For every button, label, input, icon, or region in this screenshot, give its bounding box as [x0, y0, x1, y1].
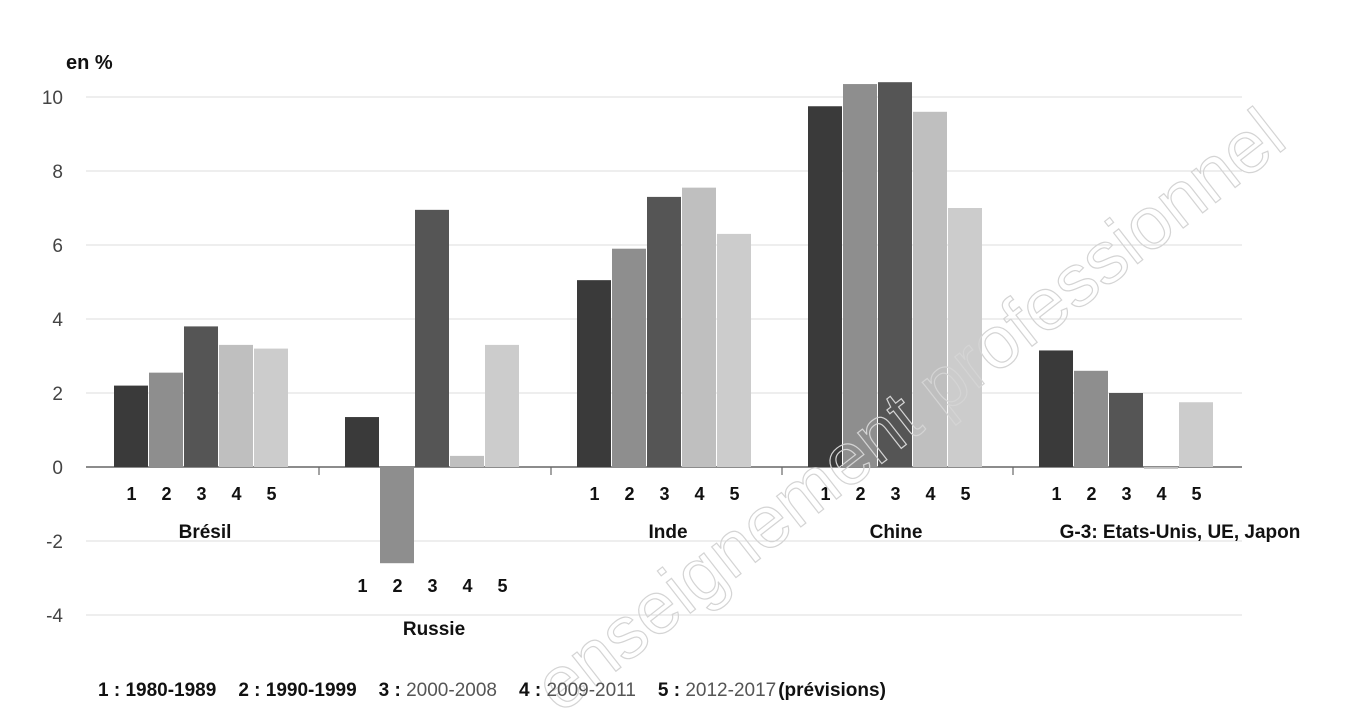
bar-2	[149, 372, 183, 467]
y-tick-label: 0	[52, 458, 63, 479]
bar-index-label: 5	[1191, 484, 1201, 504]
bar-2	[843, 84, 877, 468]
bar-5	[485, 344, 519, 467]
legend-years: 2000-2008	[406, 680, 497, 701]
bar-index-label: 3	[890, 484, 900, 504]
bars	[114, 82, 1213, 564]
bar-4	[682, 187, 716, 467]
bar-4	[913, 111, 947, 468]
bar-index-label: 1	[126, 484, 136, 504]
bar-index-label: 5	[497, 576, 507, 596]
bar-5	[1179, 402, 1213, 467]
y-tick-label: 8	[52, 162, 63, 183]
legend-years: 1990-1999	[265, 680, 357, 701]
legend-years: 2009-2011	[546, 680, 636, 701]
bar-4	[450, 455, 484, 467]
bar-index-label: 4	[462, 576, 472, 596]
bar-1	[577, 280, 611, 467]
bar-2	[1074, 370, 1108, 467]
bar-index-label: 1	[357, 576, 367, 596]
legend-index: 3 :	[378, 680, 407, 701]
legend-item: 2 : 1990-1999	[238, 680, 356, 702]
bar-4	[1144, 467, 1178, 469]
bar-1	[114, 385, 148, 467]
legend-index: 4 :	[518, 680, 547, 701]
bar-3	[1109, 393, 1143, 467]
bar-index-label: 5	[729, 484, 739, 504]
bar-index-label: 2	[855, 484, 865, 504]
legend-item: 3 : 2000-2008	[379, 680, 497, 702]
group-label: Chine	[870, 522, 923, 543]
bar-index-label: 4	[694, 484, 704, 504]
bar-5	[717, 233, 751, 467]
bar-index-label: 1	[589, 484, 599, 504]
legend-item: 5 : 2012-2017 (prévisions)	[658, 680, 886, 702]
bar-2	[380, 467, 414, 564]
group-label: Inde	[648, 522, 687, 543]
bar-index-label: 4	[925, 484, 935, 504]
legend-years: 1980-1989	[125, 680, 217, 701]
group-label: Russie	[403, 619, 465, 640]
group-label: G-3: Etats-Unis, UE, Japon	[1060, 522, 1301, 543]
bar-1	[808, 106, 842, 467]
bar-index-label: 2	[161, 484, 171, 504]
y-tick-label: 10	[42, 88, 63, 109]
bar-3	[184, 326, 218, 467]
y-axis-unit-label: en %	[66, 52, 113, 74]
bar-1	[1039, 350, 1073, 467]
legend-item: 4 : 2009-2011	[519, 680, 636, 702]
bar-1	[345, 417, 379, 467]
bar-index-label: 3	[196, 484, 206, 504]
legend-item: 1 : 1980-1989	[98, 680, 216, 702]
legend-index: 2 :	[238, 680, 266, 701]
legend-years: 2012-2017	[685, 680, 777, 701]
bar-index-label: 2	[624, 484, 634, 504]
bar-index-label: 2	[1086, 484, 1096, 504]
bar-index-label: 3	[427, 576, 437, 596]
bar-index-label: 4	[1156, 484, 1166, 504]
y-tick-label: 4	[52, 310, 63, 331]
bar-index-label: 3	[1121, 484, 1131, 504]
bar-index-label: 1	[820, 484, 830, 504]
group-label: Brésil	[179, 522, 232, 543]
bar-2	[612, 248, 646, 467]
legend: 1 : 1980-1989 2 : 1990-1999 3 : 2000-2008 4…	[98, 676, 908, 706]
y-tick-label: -4	[46, 606, 63, 627]
bar-index-label: 3	[659, 484, 669, 504]
bar-3	[647, 196, 681, 467]
bar-3	[878, 82, 912, 467]
y-tick-label: 6	[52, 236, 63, 257]
legend-index: 5 :	[657, 680, 686, 701]
bar-index-label: 4	[231, 484, 241, 504]
legend-note: (prévisions)	[778, 680, 886, 701]
bar-3	[415, 209, 449, 467]
y-tick-label: -2	[46, 532, 63, 553]
bar-index-label: 2	[392, 576, 402, 596]
bar-5	[254, 348, 288, 467]
y-tick-label: 2	[52, 384, 63, 405]
bar-index-label: 5	[960, 484, 970, 504]
bar-4	[219, 344, 253, 467]
bar-5	[948, 208, 982, 467]
labels: 10 8 6 4 2 0 -2 -4 1 2 3 4 5 Brésil 1 2 3 4 5 Russie 1 2 3 4 5 In…	[42, 88, 1300, 640]
bar-index-label: 5	[266, 484, 276, 504]
bar-index-label: 1	[1051, 484, 1061, 504]
legend-index: 1 :	[98, 680, 126, 701]
